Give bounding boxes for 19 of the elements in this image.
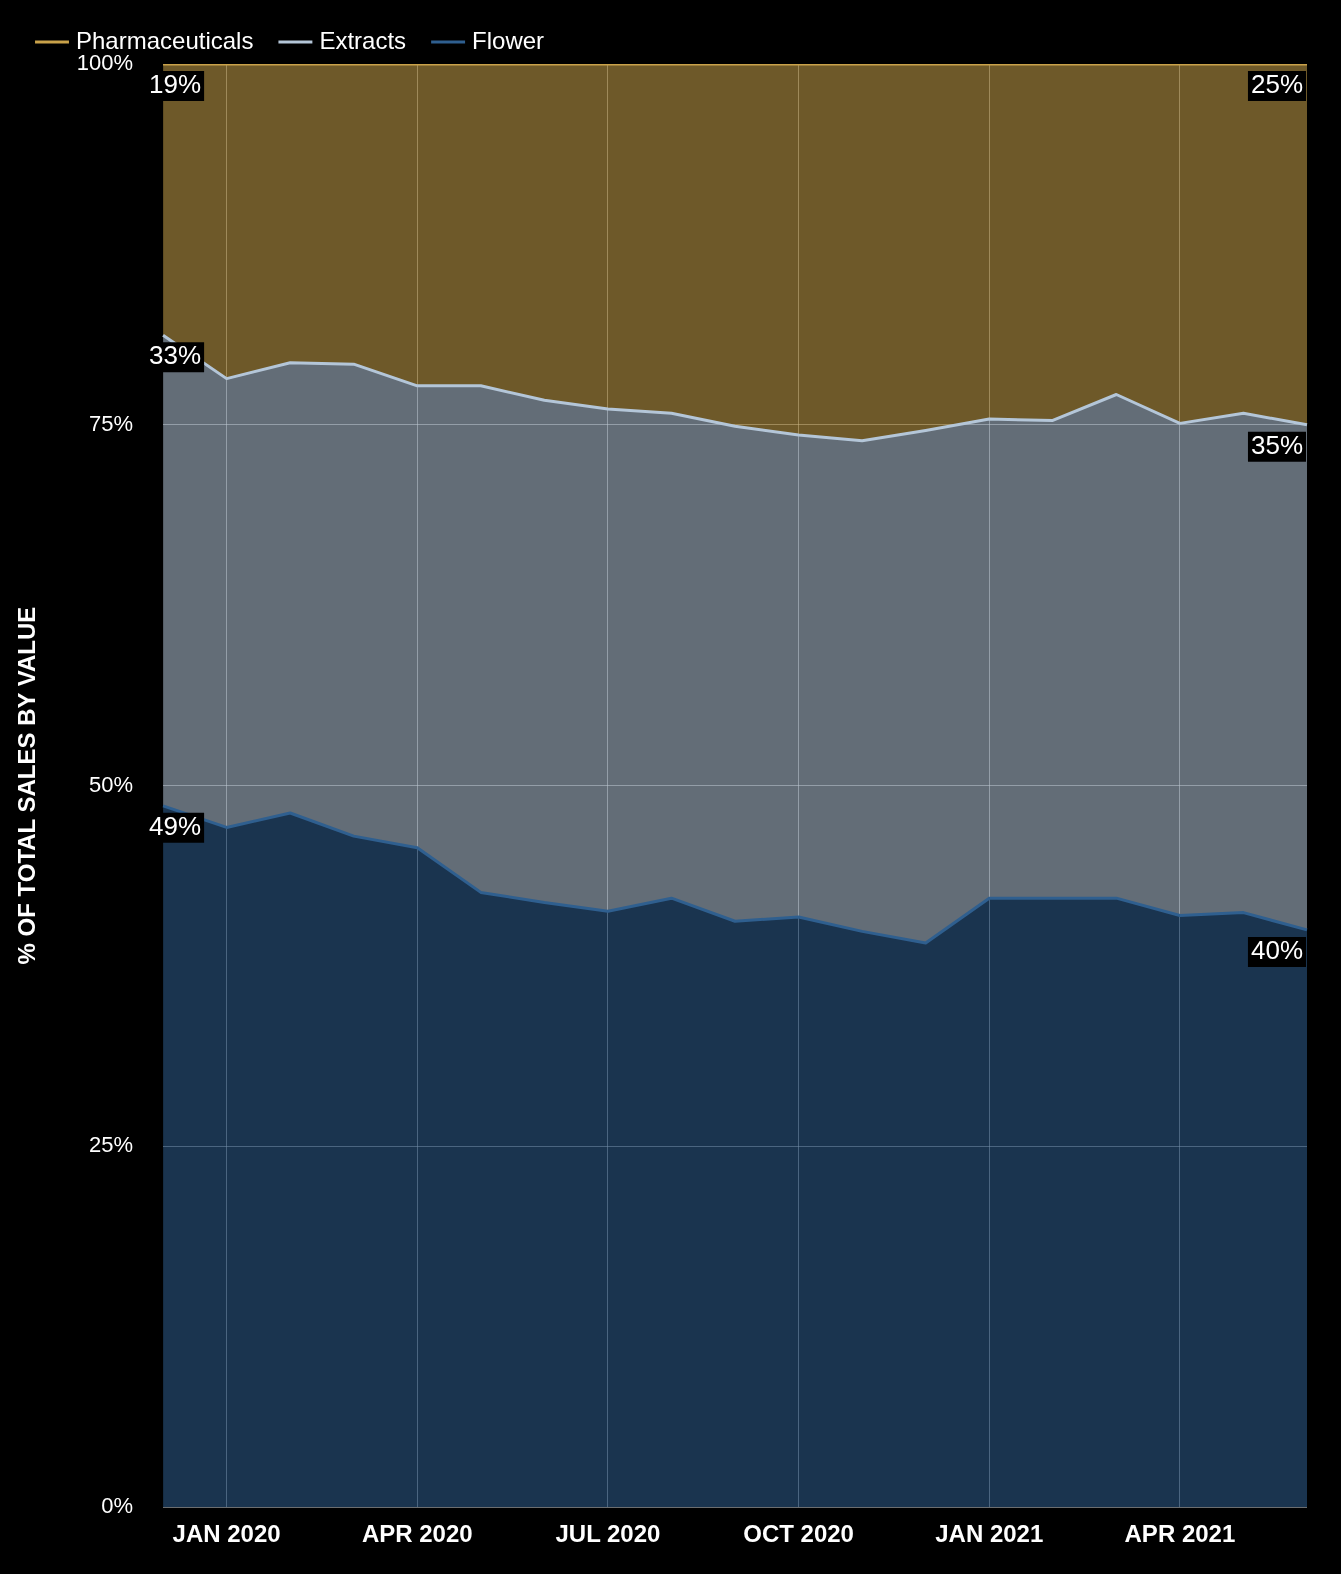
x-tick-label: APR 2020 [361,1520,473,1548]
y-axis-title: % OF TOTAL SALES BY VALUE [13,606,41,965]
x-tick-label: OCT 2020 [743,1520,854,1548]
y-tick-label: 25% [89,1132,134,1158]
data-label: 19% [149,69,202,100]
x-tick-label: JAN 2021 [935,1520,1044,1548]
y-tick-label: 0% [101,1493,134,1519]
legend-label: Extracts [319,26,407,54]
data-label: 49% [149,810,202,841]
x-tick-label: APR 2021 [1124,1520,1236,1548]
data-label: 25% [1250,69,1304,100]
x-tick-label: JAN 2020 [172,1520,281,1548]
data-label: 35% [1250,429,1304,460]
y-tick-label: 75% [89,410,134,436]
legend-label: Flower [472,26,545,54]
data-label: 33% [149,340,202,371]
data-label: 40% [1250,935,1304,966]
x-tick-label: JUL 2020 [555,1520,661,1548]
y-tick-label: 50% [89,771,134,797]
